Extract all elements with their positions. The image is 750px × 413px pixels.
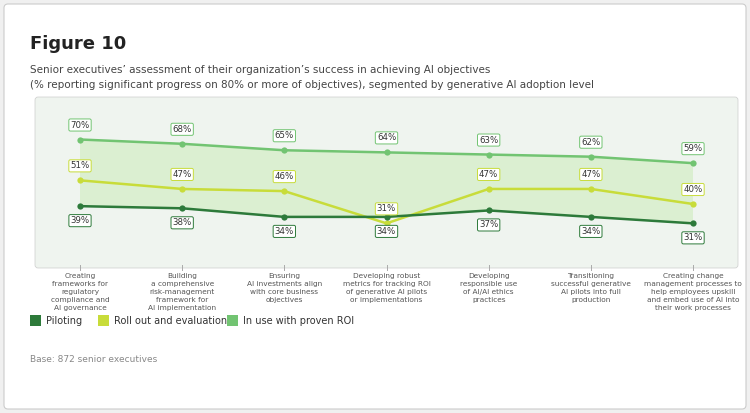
Text: 51%: 51% [70, 161, 90, 170]
Text: 46%: 46% [274, 172, 294, 181]
Text: 47%: 47% [172, 170, 192, 179]
Text: Ensuring
AI investments align
with core business
objectives: Ensuring AI investments align with core … [247, 273, 322, 303]
Text: 31%: 31% [683, 233, 703, 242]
Text: Figure 10: Figure 10 [30, 35, 126, 53]
Text: 59%: 59% [683, 144, 703, 153]
Text: 40%: 40% [683, 185, 703, 194]
Text: Roll out and evaluation: Roll out and evaluation [114, 316, 227, 325]
FancyBboxPatch shape [227, 315, 238, 325]
Text: Developing
responsible use
of AI/AI ethics
practices: Developing responsible use of AI/AI ethi… [460, 273, 518, 303]
Text: 64%: 64% [376, 133, 396, 142]
Text: 34%: 34% [274, 227, 294, 236]
Text: (% reporting significant progress on 80% or more of objectives), segmented by ge: (% reporting significant progress on 80%… [30, 80, 594, 90]
Text: Building
a comprehensive
risk-management
framework for
AI implementation: Building a comprehensive risk-management… [148, 273, 216, 311]
FancyBboxPatch shape [30, 315, 41, 325]
Text: Piloting: Piloting [46, 316, 82, 325]
Text: 47%: 47% [479, 170, 498, 179]
FancyBboxPatch shape [35, 97, 738, 268]
Polygon shape [80, 140, 693, 223]
Text: 63%: 63% [479, 135, 498, 145]
Text: 34%: 34% [581, 227, 601, 236]
Text: 65%: 65% [274, 131, 294, 140]
Text: Senior executives’ assessment of their organization’s success in achieving AI ob: Senior executives’ assessment of their o… [30, 65, 490, 75]
Text: In use with proven ROI: In use with proven ROI [243, 316, 354, 325]
Text: 62%: 62% [581, 138, 601, 147]
Text: Creating change
management processes to
help employees upskill
and embed use of : Creating change management processes to … [644, 273, 742, 311]
Text: 38%: 38% [172, 218, 192, 227]
Text: Developing robust
metrics for tracking ROI
of generative AI pilots
or implementa: Developing robust metrics for tracking R… [343, 273, 430, 303]
Text: Base: 872 senior executives: Base: 872 senior executives [30, 355, 158, 364]
FancyBboxPatch shape [98, 315, 109, 325]
Text: 68%: 68% [172, 125, 192, 134]
Text: 39%: 39% [70, 216, 89, 225]
Text: 34%: 34% [376, 227, 396, 236]
Text: Creating
frameworks for
regulatory
compliance and
AI governance: Creating frameworks for regulatory compl… [51, 273, 110, 311]
Text: Transitioning
successful generative
AI pilots into full
production: Transitioning successful generative AI p… [551, 273, 631, 303]
Text: 31%: 31% [376, 204, 396, 214]
Text: 47%: 47% [581, 170, 601, 179]
Text: 37%: 37% [479, 221, 498, 230]
Text: 70%: 70% [70, 121, 90, 130]
FancyBboxPatch shape [4, 4, 746, 409]
